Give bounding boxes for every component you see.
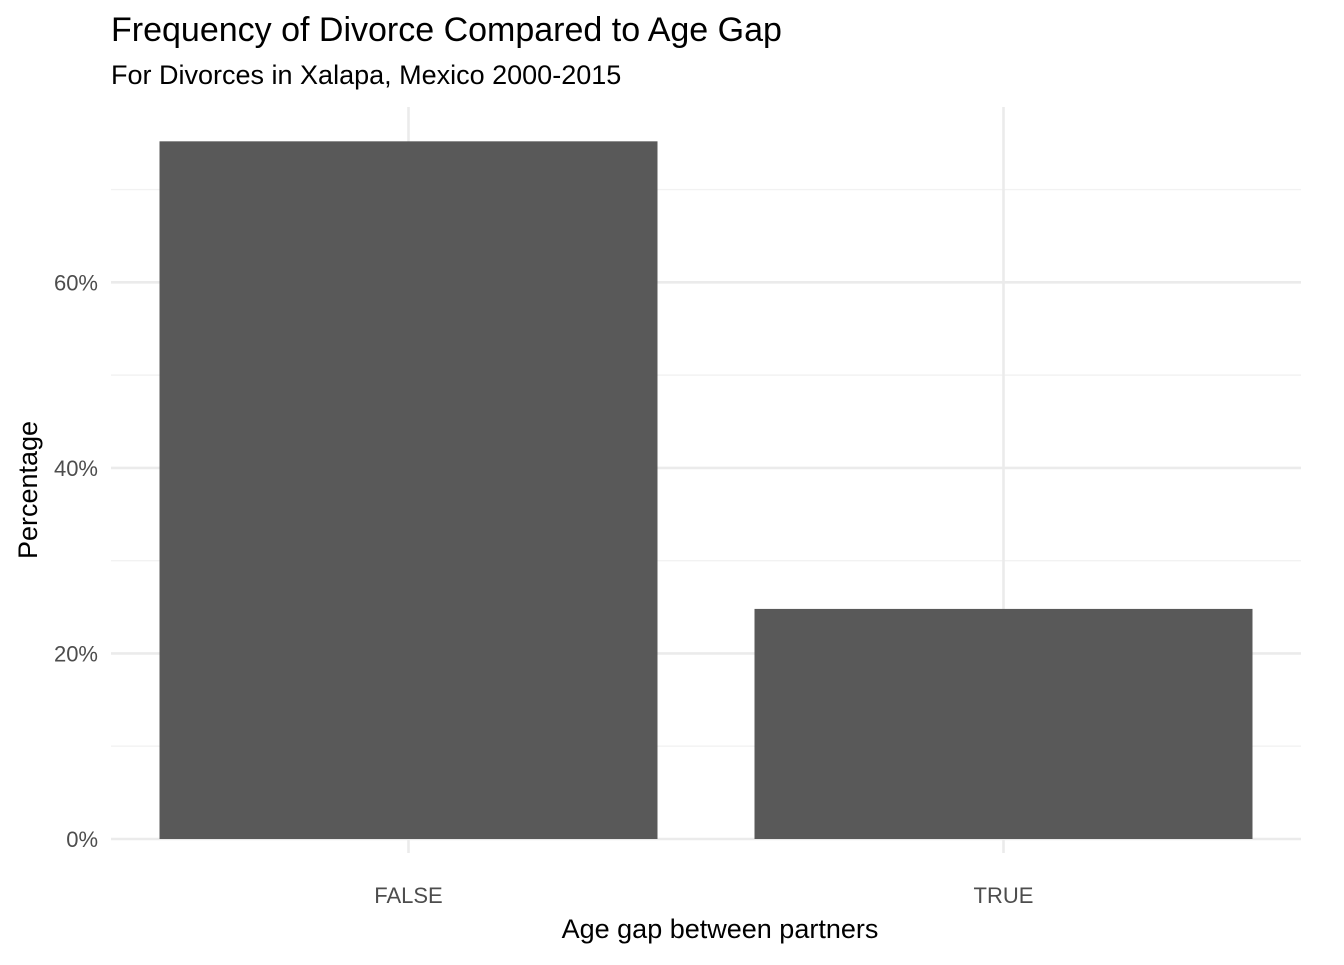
chart-subtitle: For Divorces in Xalapa, Mexico 2000-2015 bbox=[111, 60, 621, 90]
y-tick-label: 20% bbox=[54, 641, 98, 666]
chart-title: Frequency of Divorce Compared to Age Gap bbox=[111, 11, 782, 49]
bars bbox=[159, 141, 1253, 839]
y-axis-title: Percentage bbox=[13, 421, 43, 559]
y-tick-label: 0% bbox=[66, 827, 98, 852]
y-tick-label: 40% bbox=[54, 456, 98, 481]
x-tick-label: TRUE bbox=[974, 883, 1034, 908]
y-axis-ticks: 0% 20% 40% 60% bbox=[54, 270, 98, 852]
x-tick-label: FALSE bbox=[374, 883, 442, 908]
x-axis-ticks: FALSE TRUE bbox=[374, 883, 1033, 908]
x-axis-title: Age gap between partners bbox=[562, 914, 879, 944]
y-tick-label: 60% bbox=[54, 270, 98, 295]
bar-false bbox=[159, 141, 658, 839]
bar-true bbox=[754, 608, 1253, 839]
